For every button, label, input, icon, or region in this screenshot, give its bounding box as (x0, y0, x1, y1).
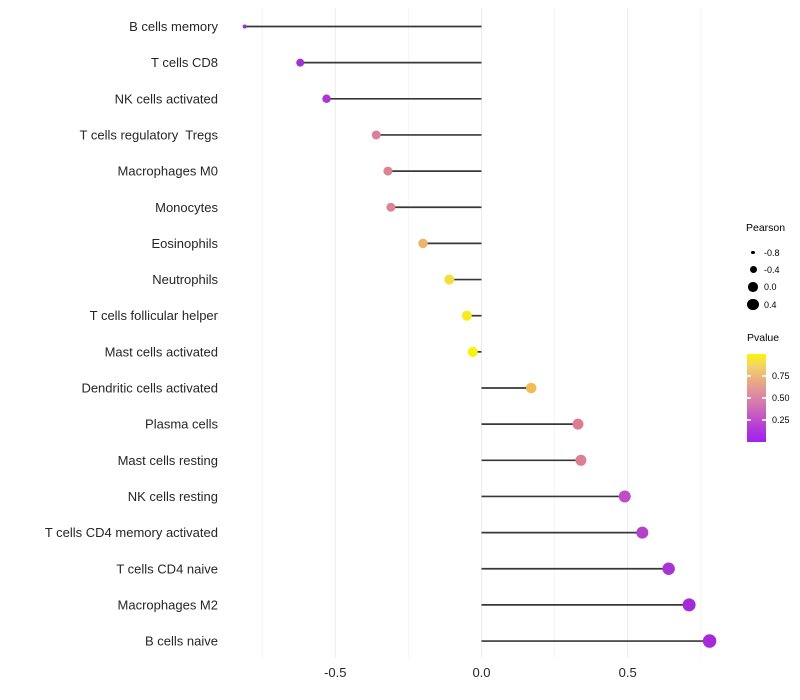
pvalue-tick-mark (762, 397, 766, 399)
y-axis-label: B cells naive (145, 634, 218, 649)
legend-entry-dot (748, 282, 758, 292)
lollipop-dot (386, 202, 396, 212)
y-axis-label: NK cells resting (128, 489, 218, 504)
legend-entry-dot (747, 298, 759, 311)
lollipop-dot (618, 490, 631, 503)
legend-entry-dot (751, 250, 755, 255)
legend-entry: 0.4 (746, 296, 800, 313)
y-axis-label: T cells follicular helper (90, 308, 219, 323)
pvalue-colorbar-wrap: 0.75 0.50 0.25 (747, 354, 800, 442)
y-axis-label: T cells CD4 naive (116, 561, 218, 576)
pvalue-tick-label: 0.25 (772, 415, 790, 425)
lollipop-dot (572, 418, 584, 430)
y-axis-label: B cells memory (129, 19, 218, 34)
x-axis-tick-label: 0.5 (619, 665, 637, 680)
x-axis-tick-label: -0.5 (324, 665, 346, 680)
legend-pvalue: Pvalue 0.75 0.50 0.25 (747, 332, 800, 442)
lollipop-dot (322, 94, 331, 104)
lollipop-dot (467, 346, 478, 357)
legend-entry-label: 0.4 (764, 299, 777, 310)
legend-entry-dot (749, 266, 757, 274)
lollipop-dot (461, 310, 472, 321)
legend-entry: 0.0 (746, 279, 800, 296)
pvalue-tick-mark (747, 419, 751, 421)
lollipop-dot (636, 526, 649, 539)
x-axis-tick-label: 0.0 (472, 665, 490, 680)
legend-pearson-title: Pearson (746, 222, 786, 234)
lollipop-dot (296, 58, 305, 67)
legend-entry-label: 0.0 (764, 282, 777, 293)
pvalue-tick-label: 0.50 (772, 393, 790, 403)
legend-pearson-entries: -0.8 -0.4 0.0 0.4 (746, 244, 800, 313)
y-axis-label: Neutrophils (152, 272, 218, 287)
y-axis-label: Macrophages M2 (118, 597, 218, 612)
lollipop-dot (702, 634, 717, 648)
legend-entry: -0.4 (746, 261, 800, 278)
pvalue-tick-label: 0.75 (772, 371, 790, 381)
legend-entry: -0.8 (746, 244, 800, 261)
lollipop-dot (242, 24, 247, 29)
pvalue-tick-mark (762, 375, 766, 377)
lollipop-dot (444, 274, 455, 285)
y-axis-label: T cells CD4 memory activated (45, 525, 218, 540)
pvalue-gradient-bar (747, 354, 766, 442)
y-axis-label: T cells regulatory Tregs (80, 127, 219, 142)
legend-entry-label: -0.4 (764, 264, 780, 275)
y-axis-label: Macrophages M0 (118, 164, 218, 179)
lollipop-dot (525, 382, 537, 394)
y-axis-label: T cells CD8 (151, 55, 218, 70)
pvalue-tick-mark (762, 419, 766, 421)
y-axis-label: NK cells activated (115, 91, 218, 106)
lollipop-dot (662, 562, 675, 575)
lollipop-dot (418, 238, 428, 249)
lollipop-dot (383, 166, 393, 176)
legend-entry-dotbox (746, 266, 760, 274)
y-axis-label: Mast cells resting (118, 453, 218, 468)
lollipop-dot (575, 454, 587, 466)
legend-entry-dotbox (746, 282, 760, 292)
legend-pvalue-title: Pvalue (747, 332, 780, 344)
y-axis-label: Eosinophils (152, 236, 219, 251)
pvalue-tick-mark (747, 397, 751, 399)
y-axis-label: Dendritic cells activated (81, 381, 218, 396)
legend-entry-dotbox (746, 250, 760, 255)
lollipop-dot (682, 598, 696, 612)
pvalue-tick-mark (747, 375, 751, 377)
y-axis-label: Monocytes (155, 200, 218, 215)
y-axis-label: Plasma cells (145, 417, 218, 432)
legend-entry-label: -0.8 (764, 247, 780, 258)
legend-pearson: Pearson -0.8 -0.4 0.0 0.4 (746, 222, 800, 313)
y-axis-label: Mast cells activated (105, 344, 218, 359)
legend-entry-dotbox (746, 298, 760, 311)
lollipop-dot (371, 130, 381, 140)
